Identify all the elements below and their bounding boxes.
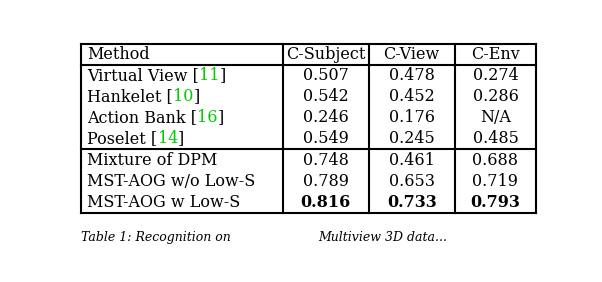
Text: Multiview 3D data...: Multiview 3D data...: [318, 232, 447, 244]
Text: Virtual View [: Virtual View [: [87, 67, 199, 84]
Text: 16: 16: [197, 109, 218, 126]
Text: 0.653: 0.653: [389, 173, 435, 190]
Text: 11: 11: [199, 67, 220, 84]
Text: 14: 14: [158, 130, 178, 147]
Text: Mixture of DPM: Mixture of DPM: [87, 151, 218, 169]
Text: 0.816: 0.816: [300, 194, 351, 211]
Text: Hankelet [: Hankelet [: [87, 88, 173, 105]
Text: ]: ]: [178, 130, 184, 147]
Text: ]: ]: [220, 67, 226, 84]
Text: 0.549: 0.549: [303, 130, 349, 147]
Text: C-View: C-View: [383, 46, 440, 63]
Text: N/A: N/A: [480, 109, 511, 126]
Text: 0.688: 0.688: [473, 151, 518, 169]
Text: 10: 10: [173, 88, 193, 105]
Text: 0.733: 0.733: [387, 194, 436, 211]
Text: MST-AOG w Low-S: MST-AOG w Low-S: [87, 194, 241, 211]
Text: C-Subject: C-Subject: [286, 46, 365, 63]
Text: Table 1: Recognition on: Table 1: Recognition on: [81, 232, 231, 244]
Text: 0.478: 0.478: [389, 67, 435, 84]
Text: 0.176: 0.176: [389, 109, 435, 126]
Text: 0.461: 0.461: [389, 151, 435, 169]
Text: 0.507: 0.507: [303, 67, 349, 84]
Text: Action Bank [: Action Bank [: [87, 109, 197, 126]
Text: MST-AOG w/o Low-S: MST-AOG w/o Low-S: [87, 173, 256, 190]
Text: 0.542: 0.542: [303, 88, 349, 105]
Text: ]: ]: [218, 109, 224, 126]
Text: 0.719: 0.719: [473, 173, 518, 190]
Text: 0.286: 0.286: [473, 88, 518, 105]
Text: 0.485: 0.485: [473, 130, 518, 147]
Text: 0.793: 0.793: [471, 194, 520, 211]
Text: 0.748: 0.748: [303, 151, 349, 169]
Text: ]: ]: [193, 88, 200, 105]
Text: Poselet [: Poselet [: [87, 130, 158, 147]
Text: 0.246: 0.246: [303, 109, 349, 126]
Text: C-Env: C-Env: [471, 46, 520, 63]
Text: 0.789: 0.789: [303, 173, 349, 190]
Text: 0.245: 0.245: [389, 130, 435, 147]
Text: Method: Method: [87, 46, 150, 63]
Text: 0.274: 0.274: [473, 67, 518, 84]
Text: 0.452: 0.452: [389, 88, 435, 105]
